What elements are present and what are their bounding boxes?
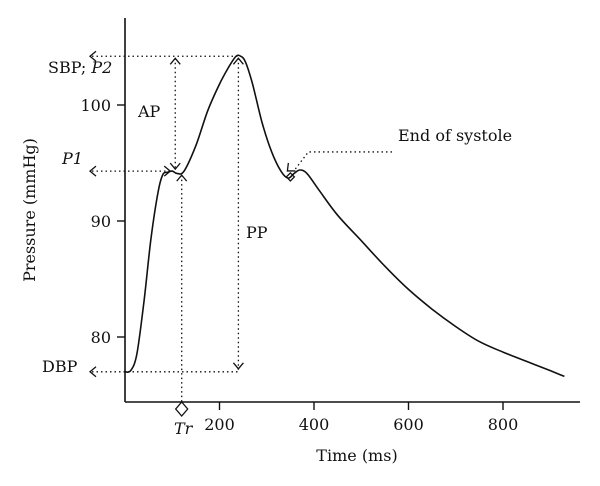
y-tick-label-90: 90 [91, 212, 111, 231]
end-of-systole-arrow [286, 162, 296, 172]
annotation-guides [92, 55, 392, 404]
annotation-markers [88, 50, 296, 417]
p1-label: P1 [61, 149, 83, 168]
p1-arrow [88, 165, 97, 177]
end-of-systole-label: End of systole [398, 126, 512, 145]
x-tick-label-600: 600 [393, 415, 424, 434]
y-tick-label-100: 100 [80, 96, 111, 115]
pp-up-arrow [232, 57, 244, 65]
p1-right-arrow [163, 165, 172, 177]
y-axis-label: Pressure (mmHg) [20, 138, 39, 282]
dbp-arrow [88, 366, 97, 378]
tr-marker [174, 401, 189, 417]
sbp-arrow [88, 50, 97, 62]
x-tick-label-200: 200 [204, 415, 235, 434]
pressure-curve [124, 54, 565, 378]
ap-label: AP [137, 102, 161, 121]
y-tick-label-80: 80 [91, 328, 111, 347]
tr-up-arrow [176, 174, 188, 182]
dbp-label: DBP [42, 357, 78, 376]
pp-down-arrow [232, 362, 244, 370]
x-axis-label: Time (ms) [316, 446, 397, 465]
x-tick-label-800: 800 [488, 415, 519, 434]
sbp-label: SBP; P2 [48, 58, 112, 77]
axis-ticks: 200 400 600 800 80 90 100 [80, 96, 518, 434]
end-of-systole-guide [294, 151, 392, 170]
pp-label: PP [246, 223, 268, 242]
end-of-systole-marker [285, 172, 296, 182]
tr-label: Tr [174, 419, 194, 438]
x-tick-label-400: 400 [299, 415, 330, 434]
ap-up-arrow [169, 57, 181, 65]
ap-down-arrow [169, 162, 181, 171]
